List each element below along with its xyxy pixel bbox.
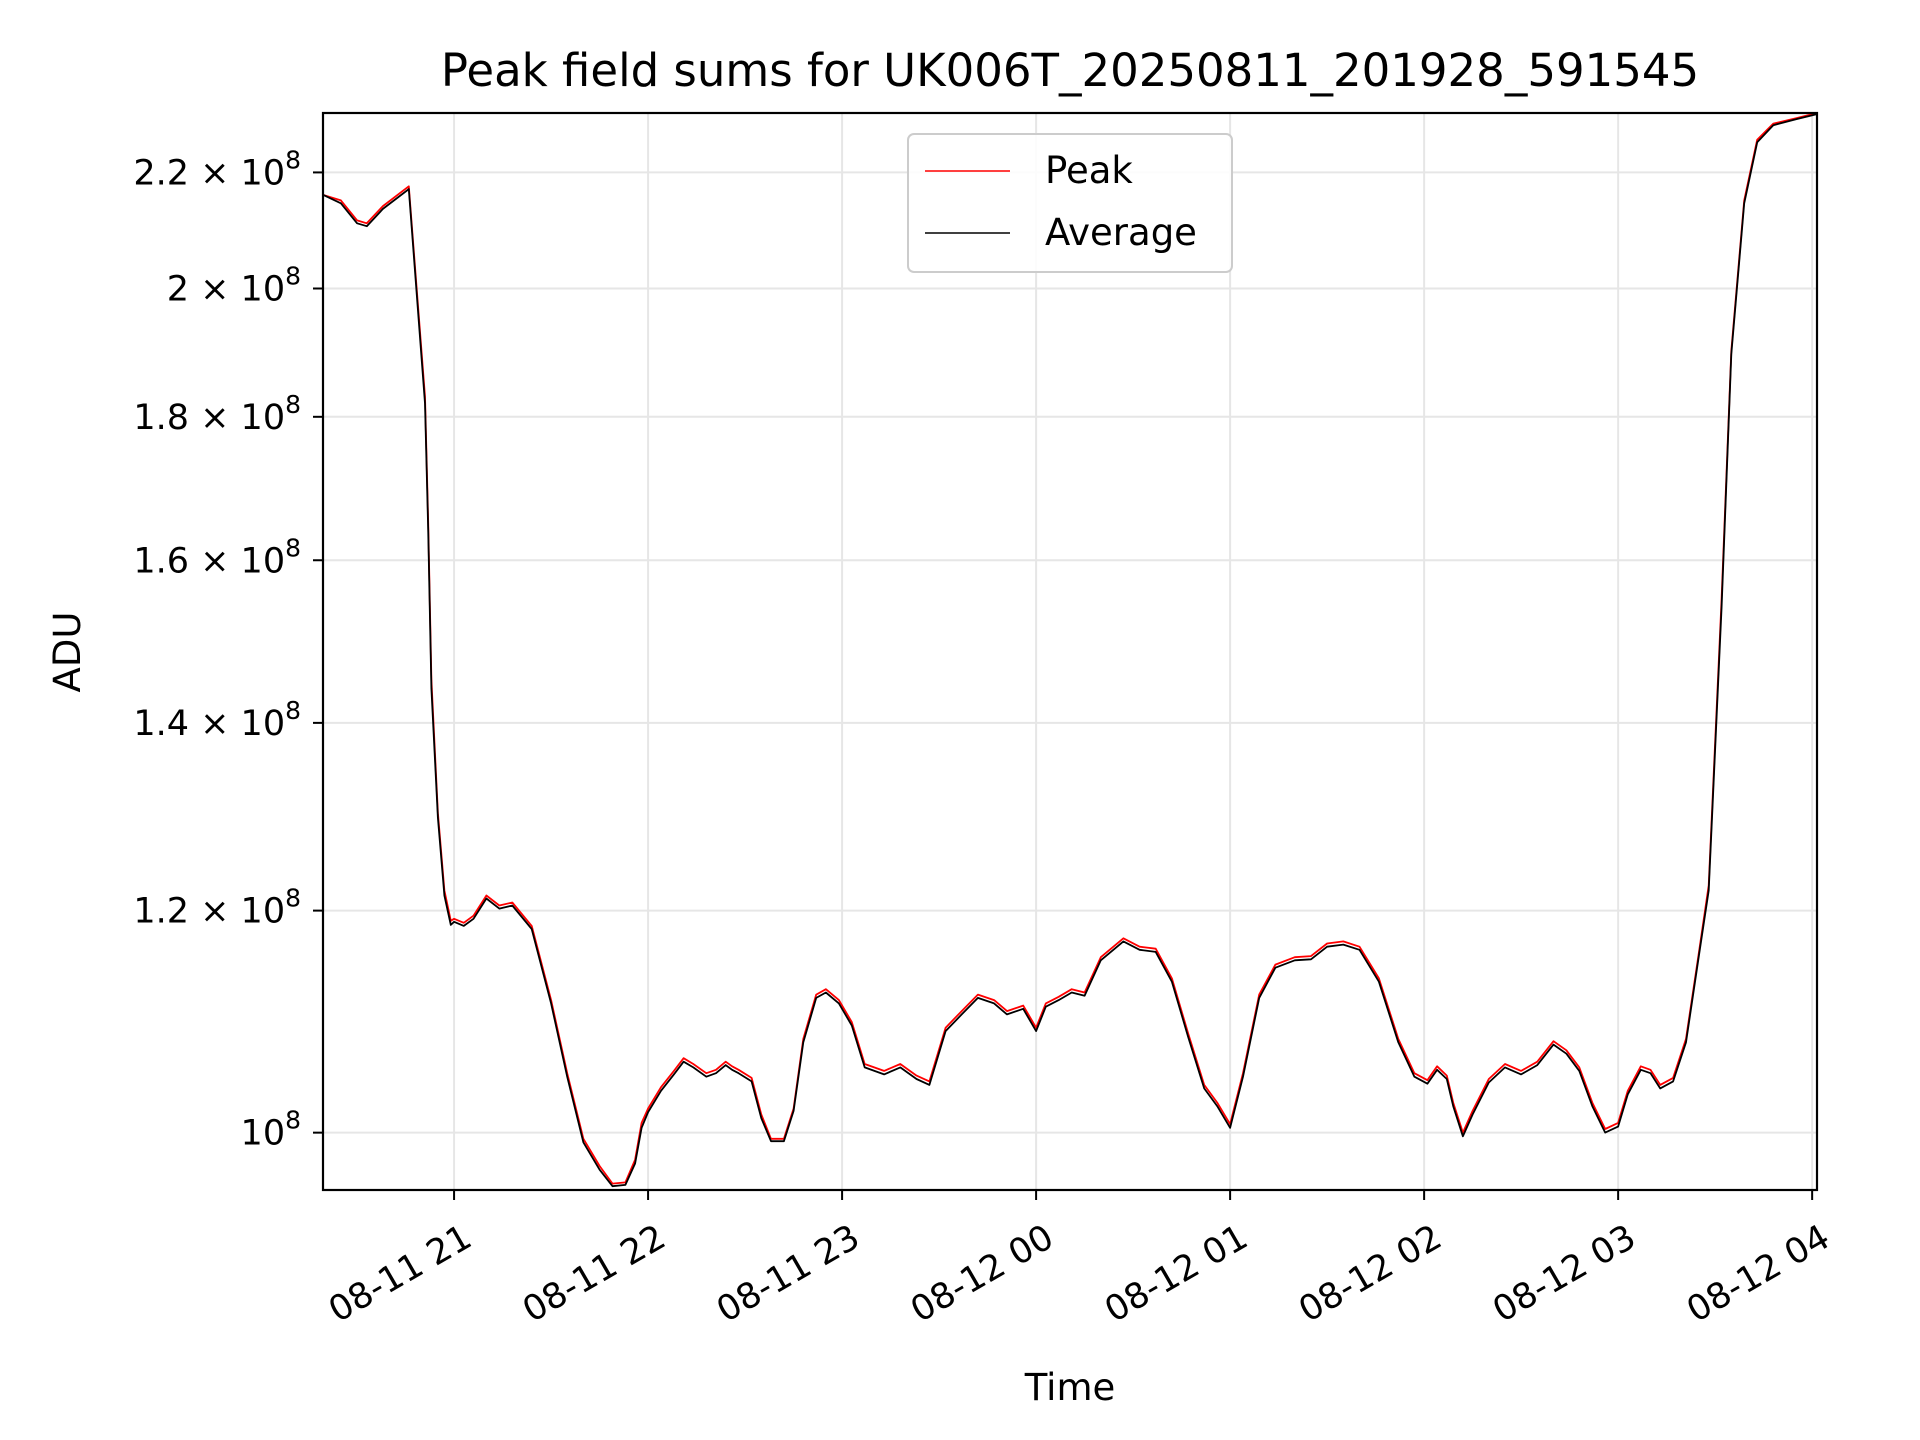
y-tick-base: 1.2 × 10 <box>133 892 285 932</box>
y-tick-exponent: 8 <box>285 261 301 290</box>
x-axis-label: Time <box>1024 1366 1116 1409</box>
y-tick-exponent: 8 <box>285 533 301 562</box>
legend-label-peak: Peak <box>1045 149 1133 192</box>
series-line-average <box>322 113 1818 1188</box>
y-tick-exponent: 8 <box>285 390 301 419</box>
grid-lines <box>323 113 1817 1190</box>
y-tick-label: 1.6 × 108 <box>133 533 301 581</box>
y-tick-exponent: 8 <box>285 884 301 913</box>
y-tick-label: 2.2 × 108 <box>133 145 301 193</box>
y-tick-label: 2 × 108 <box>167 261 301 309</box>
legend: Peak Average <box>907 133 1233 273</box>
y-tick-base: 2 × 10 <box>167 269 285 309</box>
legend-label-average: Average <box>1045 211 1197 254</box>
y-tick-base: 10 <box>241 1114 286 1154</box>
y-tick-base: 1.6 × 10 <box>133 541 285 581</box>
y-tick-label: 1.2 × 108 <box>133 884 301 932</box>
y-tick-label: 108 <box>241 1106 301 1154</box>
plot-frame <box>321 111 1819 1192</box>
y-tick-exponent: 8 <box>285 145 301 174</box>
y-axis-label: ADU <box>46 612 89 693</box>
y-tick-base: 1.8 × 10 <box>133 398 285 438</box>
y-tick-exponent: 8 <box>285 696 301 725</box>
y-tick-label: 1.4 × 108 <box>133 696 301 744</box>
y-tick-label: 1.8 × 108 <box>133 390 301 438</box>
y-tick-exponent: 8 <box>285 1106 301 1135</box>
legend-box <box>907 133 1233 273</box>
chart-title: Peak field sums for UK006T_20250811_2019… <box>441 44 1699 97</box>
y-tick-base: 1.4 × 10 <box>133 704 285 744</box>
y-tick-base: 2.2 × 10 <box>133 153 285 193</box>
series-layer <box>322 112 1818 1188</box>
